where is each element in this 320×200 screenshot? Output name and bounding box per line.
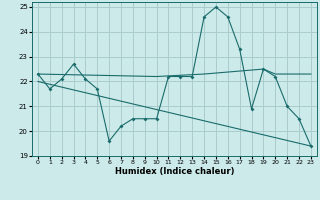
X-axis label: Humidex (Indice chaleur): Humidex (Indice chaleur) [115,167,234,176]
